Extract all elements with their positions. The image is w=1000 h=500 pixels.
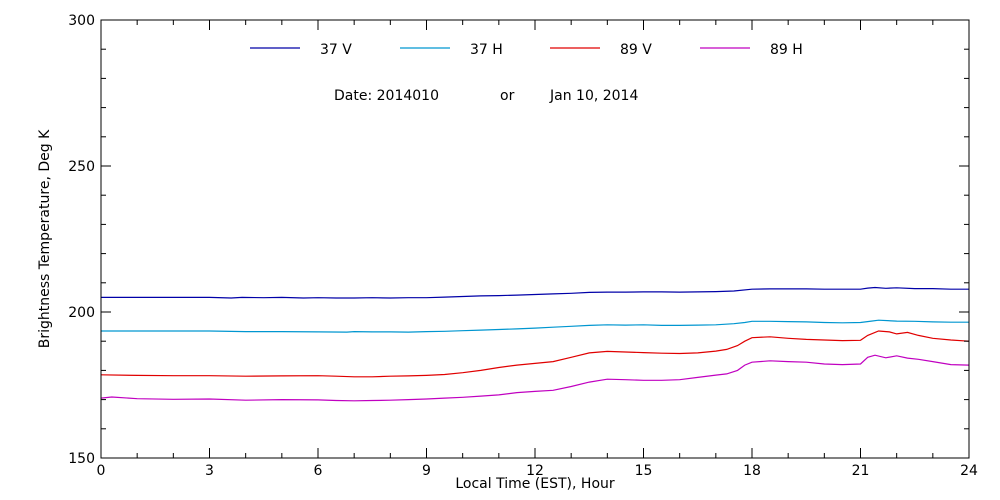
x-tick-label: 18: [743, 463, 761, 479]
legend-item: 89 H: [700, 42, 803, 58]
y-tick-label: 300: [68, 13, 95, 29]
y-axis-label: Brightness Temperature, Deg K: [37, 129, 53, 348]
date-text: Jan 10, 2014: [549, 88, 638, 104]
x-tick-label: 24: [960, 463, 978, 479]
date-connector-text: or: [500, 88, 515, 104]
y-tick-label: 250: [68, 159, 95, 175]
legend-label: 89 V: [620, 42, 652, 58]
legend-label: 89 H: [770, 42, 803, 58]
x-tick-label: 12: [526, 463, 544, 479]
x-tick-label: 15: [635, 463, 653, 479]
x-tick-label: 0: [97, 463, 106, 479]
series-line-89-h: [100, 354, 970, 402]
legend-label: 37 V: [320, 42, 352, 58]
series-line-37-v: [101, 286, 969, 299]
x-tick-label: 21: [852, 463, 870, 479]
legend-label: 37 H: [470, 42, 503, 58]
series-layer: [100, 286, 970, 402]
x-axis-label: Local Time (EST), Hour: [455, 476, 615, 492]
x-tick-label: 3: [205, 463, 214, 479]
x-tick-label: 9: [422, 463, 431, 479]
series-line-37-h: [101, 319, 969, 333]
date-code-text: Date: 2014010: [334, 88, 439, 104]
tick-layer: [100, 19, 970, 459]
legend-item: 37 V: [250, 42, 352, 58]
legend: 37 V 37 H 89 V 89 H: [250, 42, 803, 58]
y-tick-label: 150: [68, 451, 95, 467]
plot-frame: [100, 19, 970, 459]
x-tick-label: 6: [314, 463, 323, 479]
label-layer: 0 3 6 9 12 15 18 21 24 150 200 250 300: [68, 13, 978, 479]
legend-item: 37 H: [400, 42, 503, 58]
legend-item: 89 V: [550, 42, 652, 58]
y-tick-label: 200: [68, 305, 95, 321]
series-line-89-v: [100, 330, 970, 378]
